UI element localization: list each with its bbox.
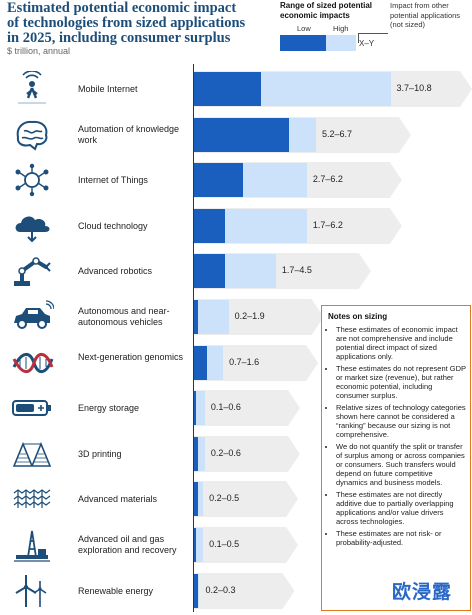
legend-xy-label: X–Y — [359, 39, 375, 48]
notes-list: These estimates of economic impact are n… — [322, 325, 470, 547]
bar-high — [194, 300, 229, 334]
chart-row: Next-generation genomics 0.7–1.6 — [0, 341, 472, 385]
chart-axis — [193, 64, 194, 612]
dna-icon — [10, 345, 54, 381]
bar-high — [194, 528, 204, 562]
watermark: 欧浸露 — [392, 581, 453, 603]
bar-low — [194, 482, 198, 517]
bar-low — [194, 72, 262, 106]
category-label: Next-generation genomics — [78, 351, 184, 362]
chart-unit: $ trillion, annual — [7, 46, 71, 56]
category-label: Energy storage — [78, 403, 140, 414]
legend-low-swatch — [280, 35, 326, 51]
oil-rig-icon — [10, 527, 54, 563]
bar-high — [194, 391, 205, 426]
chart-row: Mobile Internet 3.7–10.8 — [0, 67, 472, 111]
chart-row: Energy storage 0.1–0.6 — [0, 386, 472, 430]
range-label: 0.1–0.6 — [210, 402, 241, 413]
chart-row: Advanced materials 0.2–0.5 — [0, 477, 472, 521]
category-label: Mobile Internet — [78, 84, 138, 94]
bar-low — [194, 345, 207, 380]
bar-low — [194, 573, 198, 608]
chart-row: 3D printing 0.2–0.6 — [0, 432, 472, 476]
legend-range-title: Range of sized potential economic impact… — [280, 1, 373, 20]
cloud-icon — [10, 208, 54, 244]
bar-high — [194, 482, 204, 517]
category-label: Cloud technology — [78, 220, 148, 231]
legend-high-label: High — [333, 24, 349, 33]
person-signal-icon — [10, 70, 54, 107]
chart-row: Advanced robotics 1.7–4.5 — [0, 249, 472, 293]
legend-connector-tick — [358, 33, 359, 43]
legend-high-swatch — [326, 35, 356, 51]
legend-connector — [358, 33, 388, 34]
range-label: 0.2–0.5 — [209, 493, 240, 504]
chart-row: Cloud technology 1.7–6.2 — [0, 204, 472, 248]
range-label: 0.2–1.9 — [234, 311, 265, 321]
printer-3d-icon — [10, 436, 54, 472]
brain-icon — [10, 117, 54, 153]
materials-icon — [10, 481, 54, 517]
bar-low — [194, 528, 196, 562]
robot-arm-icon — [10, 253, 54, 289]
notes-item: We do not quantify the split or transfer… — [336, 442, 466, 487]
category-label: Advanced materials — [78, 494, 158, 505]
notes-box: Notes on sizing These estimates of econo… — [321, 305, 471, 611]
category-label: Autonomous and near-autonomous vehicles — [78, 306, 170, 327]
unsized-chevron — [194, 390, 300, 427]
range-label: 1.7–4.5 — [281, 265, 312, 276]
unsized-chevron — [194, 527, 299, 563]
category-label: Advanced oil and gas exploration and rec… — [78, 534, 177, 555]
category-label: 3D printing — [78, 448, 122, 459]
bar-high — [194, 436, 205, 471]
notes-item: These estimates do not represent GDP or … — [336, 364, 466, 400]
chart-row: Advanced oil and gas exploration and rec… — [0, 523, 472, 567]
chart-row: Internet of Things 2.7–6.2 — [0, 158, 472, 202]
notes-item: Relative sizes of technology categories … — [336, 403, 466, 439]
category-label: Advanced robotics — [78, 266, 153, 277]
car-icon — [10, 299, 55, 335]
notes-item: These estimates of economic impact are n… — [336, 325, 466, 361]
range-label: 1.7–6.2 — [312, 219, 343, 230]
bar-low — [194, 436, 198, 471]
range-label: 2.7–6.2 — [312, 174, 343, 185]
bar-low — [194, 163, 244, 198]
legend-low-label: Low — [297, 24, 311, 33]
range-label: 0.2–0.3 — [205, 584, 236, 595]
bar-low — [194, 300, 198, 334]
category-label: Automation of knowledge work — [78, 123, 180, 145]
range-label: 0.7–1.6 — [229, 356, 260, 367]
range-label: 0.1–0.5 — [209, 539, 240, 549]
range-label: 5.2–6.7 — [321, 128, 352, 139]
legend-other-label: Impact from other potential applications… — [390, 1, 461, 29]
bar-low — [194, 208, 225, 243]
wind-turbine-icon — [10, 573, 54, 609]
chart-row: Autonomous and near-autonomous vehicles 0… — [0, 295, 472, 339]
bar-low — [194, 117, 289, 152]
category-label: Renewable energy — [78, 585, 154, 596]
notes-item: These estimates are not risk- or probabi… — [336, 529, 466, 547]
unsized-chevron — [194, 481, 299, 518]
unsized-chevron — [194, 344, 319, 381]
chart-row: Renewable energy 0.2–0.3 — [0, 569, 472, 613]
bar-low — [194, 254, 225, 289]
notes-title: Notes on sizing — [328, 312, 388, 321]
unsized-chevron — [194, 435, 300, 472]
chart-title: Estimated potential economic impact of t… — [7, 0, 246, 46]
unsized-chevron — [194, 572, 295, 609]
range-label: 0.2–0.6 — [210, 447, 241, 458]
chart-row: Automation of knowledge work 5.2–6.7 — [0, 113, 472, 157]
notes-item: These estimates are not directly additiv… — [336, 490, 466, 526]
network-icon — [10, 162, 54, 198]
range-label: 3.7–10.8 — [396, 83, 432, 93]
category-label: Internet of Things — [78, 175, 148, 186]
battery-icon — [10, 390, 54, 426]
bar-low — [194, 391, 196, 426]
